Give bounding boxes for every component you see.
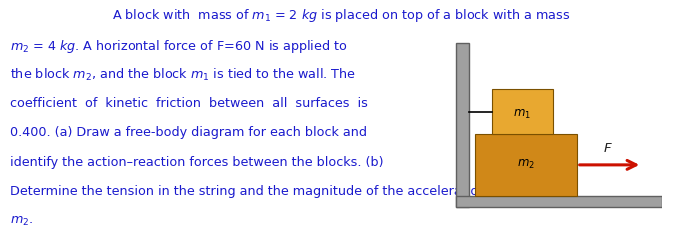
Bar	[475, 134, 577, 196]
Text: 0.400. (a) Draw a free-body diagram for each block and: 0.400. (a) Draw a free-body diagram for …	[10, 126, 367, 139]
Text: the block $m_2$, and the block $m_1$ is tied to the wall. The: the block $m_2$, and the block $m_1$ is …	[10, 67, 356, 83]
Text: coefficient  of  kinetic  friction  between  all  surfaces  is: coefficient of kinetic friction between …	[10, 97, 368, 110]
Text: $F$: $F$	[604, 142, 613, 155]
Bar	[456, 43, 469, 207]
Text: $m_1$: $m_1$	[514, 108, 531, 121]
Text: Determine the tension in the string and the magnitude of the acceleration of the: Determine the tension in the string and …	[10, 185, 566, 198]
Text: identify the action–reaction forces between the blocks. (b): identify the action–reaction forces betw…	[10, 156, 384, 169]
Text: $m_2$: $m_2$	[517, 158, 535, 171]
Text: $m_2$.: $m_2$.	[10, 215, 33, 228]
Bar	[456, 196, 662, 207]
Bar	[492, 89, 552, 134]
Text: A block with  mass of $m_1$ = 2 $kg$ is placed on top of a block with a mass: A block with mass of $m_1$ = 2 $kg$ is p…	[112, 7, 570, 24]
Text: $m_2$ = 4 $kg$. A horizontal force of F=60 N is applied to: $m_2$ = 4 $kg$. A horizontal force of F=…	[10, 38, 348, 55]
